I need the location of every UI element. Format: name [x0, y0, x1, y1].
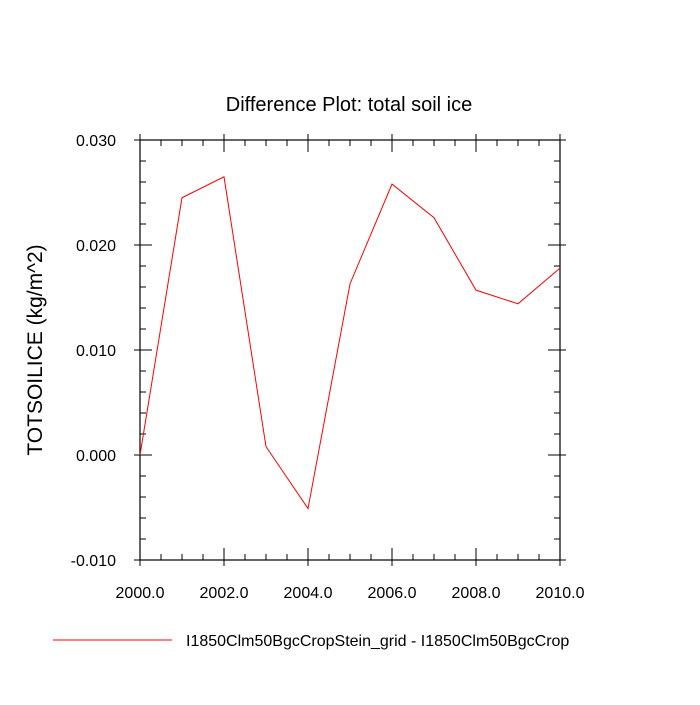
- x-tick-label: 2006.0: [368, 585, 417, 602]
- legend-label: I1850Clm50BgcCropStein_grid - I1850Clm50…: [186, 633, 569, 650]
- y-tick-label: 0.030: [76, 133, 116, 150]
- plot-area: [139, 139, 561, 561]
- x-tick-label: 2002.0: [200, 585, 249, 602]
- x-tick-label: 2008.0: [452, 585, 501, 602]
- y-tick-label: 0.010: [76, 343, 116, 360]
- x-axis-ticks: 2000.0 2002.0 2004.0 2006.0 2008.0 2010.0: [116, 134, 585, 602]
- x-tick-label: 2000.0: [116, 585, 165, 602]
- chart-title: Difference Plot: total soil ice: [226, 94, 472, 116]
- y-tick-label: 0.020: [76, 238, 116, 255]
- legend: I1850Clm50BgcCropStein_grid - I1850Clm50…: [53, 633, 569, 650]
- plot-frame: [139, 139, 561, 561]
- x-tick-label: 2010.0: [536, 585, 585, 602]
- y-tick-label: 0.000: [76, 448, 116, 465]
- series-group: [139, 175, 561, 510]
- y-tick-label: -0.010: [71, 553, 116, 570]
- series-line: [139, 175, 561, 510]
- x-tick-label: 2004.0: [284, 585, 333, 602]
- y-axis-ticks: -0.010 0.000 0.010 0.020 0.030: [71, 133, 566, 570]
- y-axis-label: TOTSOILICE (kg/m^2): [24, 244, 47, 455]
